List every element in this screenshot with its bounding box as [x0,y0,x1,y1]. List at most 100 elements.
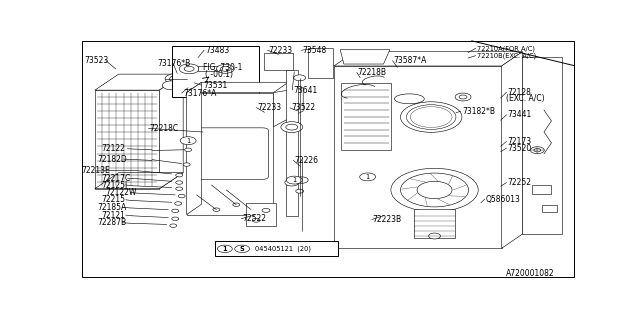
Text: 1: 1 [223,246,227,252]
Text: 72215: 72215 [101,195,125,204]
Circle shape [401,102,462,132]
Text: FIG. 730-1: FIG. 730-1 [203,63,243,72]
Circle shape [185,148,191,151]
Text: (EXC. A/C): (EXC. A/C) [506,94,544,103]
Circle shape [220,66,230,71]
Circle shape [178,194,185,198]
Bar [341,83,391,150]
Text: 72185A: 72185A [97,203,127,212]
Circle shape [286,124,298,130]
Text: 72218C: 72218C [150,124,179,133]
Circle shape [172,217,179,220]
Circle shape [248,208,255,212]
Text: 73531: 73531 [203,81,227,90]
Text: 045405121  (20): 045405121 (20) [255,245,310,252]
Circle shape [183,163,190,166]
Polygon shape [340,50,390,64]
Bar [542,205,557,212]
Text: 73176*B: 73176*B [157,59,190,68]
Text: 72217C: 72217C [101,174,130,183]
Circle shape [176,187,182,190]
Circle shape [534,148,541,152]
Bar [532,185,551,194]
Text: 73483: 73483 [205,46,229,55]
Bar [522,57,562,234]
Polygon shape [95,74,183,90]
Circle shape [170,76,182,82]
Circle shape [417,181,452,199]
Bar [215,241,338,256]
Circle shape [213,208,220,212]
Circle shape [459,95,467,99]
Polygon shape [187,82,202,215]
Circle shape [281,122,303,132]
Polygon shape [334,66,502,248]
Text: S: S [240,246,244,252]
Polygon shape [334,52,522,66]
Text: 72223B: 72223B [372,215,402,224]
Text: 72233: 72233 [257,103,282,112]
Circle shape [235,245,250,252]
Circle shape [286,176,302,184]
Text: 73441: 73441 [508,110,532,119]
Polygon shape [502,52,522,248]
Text: 73176*A: 73176*A [183,89,216,98]
Circle shape [252,218,260,222]
Circle shape [216,64,234,73]
Circle shape [294,75,306,81]
Text: 72287B: 72287B [97,218,127,227]
Polygon shape [95,90,159,189]
Text: 1: 1 [292,177,296,183]
Polygon shape [159,74,183,189]
Polygon shape [286,70,298,216]
FancyBboxPatch shape [191,128,269,179]
Text: ( -00.1): ( -00.1) [205,70,233,79]
Polygon shape [264,53,293,70]
Circle shape [172,209,179,212]
Text: Q586013: Q586013 [486,195,520,204]
Circle shape [163,81,180,90]
Text: 72125I: 72125I [101,180,127,189]
Text: 72173: 72173 [508,137,532,146]
Circle shape [455,93,471,101]
Text: 73548: 73548 [302,46,326,55]
Bar [413,209,456,238]
Polygon shape [95,173,183,189]
Text: 72122: 72122 [101,144,125,153]
Bar [172,46,259,97]
Circle shape [218,245,232,252]
Circle shape [233,203,240,206]
Circle shape [176,181,182,184]
Circle shape [165,74,187,84]
Text: 73522: 73522 [291,103,316,112]
Text: A720001082: A720001082 [506,269,554,278]
Text: 72252: 72252 [508,178,532,187]
Circle shape [295,177,308,183]
Text: 73641: 73641 [293,86,317,95]
Text: 72218B: 72218B [358,68,387,77]
Text: 72122W: 72122W [106,188,137,197]
Polygon shape [308,48,333,78]
Circle shape [170,224,177,228]
Circle shape [391,168,478,212]
Circle shape [176,173,182,177]
Circle shape [531,147,544,154]
Text: 73587*A: 73587*A [394,56,427,65]
Circle shape [360,173,376,181]
Text: 72121: 72121 [101,211,125,220]
Text: 73523: 73523 [84,56,108,65]
Circle shape [190,88,196,91]
Text: 73182*B: 73182*B [462,107,495,116]
Text: 72233: 72233 [269,46,292,55]
Text: 72226: 72226 [294,156,318,165]
Polygon shape [273,88,303,127]
Text: 72522: 72522 [243,214,267,223]
Text: 72213E: 72213E [81,166,109,175]
Circle shape [285,179,299,186]
Circle shape [180,137,196,145]
Text: 72128: 72128 [508,88,531,97]
Text: 1: 1 [186,138,190,144]
Text: 72210A(FOR A/C): 72210A(FOR A/C) [477,45,535,52]
Circle shape [401,173,468,207]
Text: 72182D: 72182D [97,155,127,164]
